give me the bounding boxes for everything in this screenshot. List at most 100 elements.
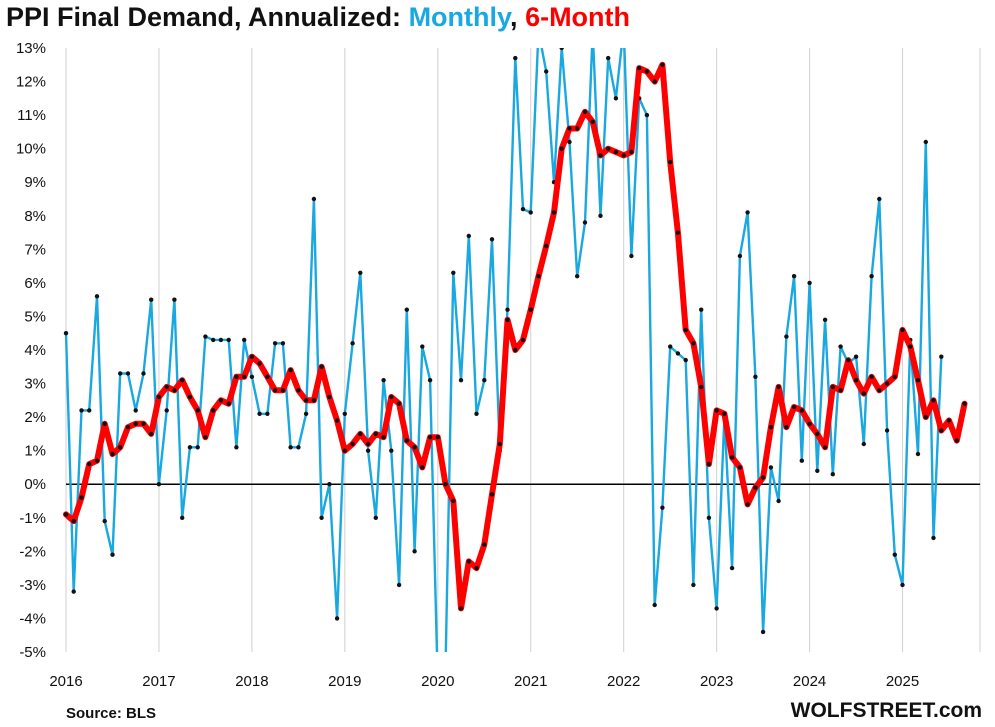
- point-sixmonth: [691, 341, 696, 346]
- y-tick: 0%: [24, 476, 46, 493]
- point-sixmonth: [853, 378, 859, 383]
- point-sixmonth: [226, 401, 231, 406]
- point-sixmonth: [513, 347, 518, 353]
- point-monthly: [567, 139, 572, 145]
- point-sixmonth: [644, 69, 650, 74]
- point-sixmonth: [334, 418, 340, 423]
- point-sixmonth: [729, 455, 735, 460]
- point-sixmonth: [753, 485, 758, 490]
- point-monthly: [768, 465, 774, 470]
- point-monthly: [358, 270, 363, 275]
- x-tick-2024: 2024: [793, 673, 826, 690]
- point-monthly: [234, 445, 239, 450]
- point-monthly: [226, 337, 231, 343]
- point-monthly: [404, 307, 409, 312]
- point-monthly: [466, 233, 471, 239]
- point-sixmonth: [939, 428, 944, 433]
- point-sixmonth: [776, 384, 781, 390]
- point-monthly: [474, 411, 479, 416]
- point-sixmonth: [389, 394, 394, 400]
- point-sixmonth: [474, 565, 479, 571]
- point-sixmonth: [915, 378, 921, 383]
- point-sixmonth: [838, 388, 843, 393]
- point-sixmonth: [931, 398, 936, 403]
- point-sixmonth: [102, 421, 107, 426]
- point-monthly: [815, 468, 820, 473]
- point-monthly: [807, 280, 812, 286]
- point-monthly: [915, 451, 921, 457]
- point-sixmonth: [582, 109, 588, 115]
- point-monthly: [544, 69, 549, 74]
- point-monthly: [877, 196, 882, 202]
- point-sixmonth: [683, 327, 688, 333]
- y-axis-ticks: -5% -4% -3% -2% -1% 0% 1% 2% 3% 4% 5% 6% 7% 8% 9% 10% 11…: [16, 40, 46, 661]
- y-tick: 13%: [16, 40, 46, 57]
- y-tick: -1%: [19, 510, 46, 527]
- point-sixmonth: [451, 498, 456, 504]
- point-monthly: [869, 274, 874, 279]
- x-tick-2018: 2018: [235, 673, 268, 690]
- point-sixmonth: [559, 146, 564, 151]
- point-monthly: [675, 351, 681, 356]
- point-sixmonth: [211, 408, 216, 413]
- point-sixmonth: [807, 421, 812, 426]
- point-monthly: [203, 334, 208, 339]
- point-monthly: [389, 448, 394, 453]
- y-tick: 9%: [24, 174, 46, 191]
- point-monthly: [668, 344, 673, 349]
- point-sixmonth: [443, 482, 448, 487]
- point-monthly: [303, 411, 309, 416]
- point-sixmonth: [497, 441, 502, 447]
- point-monthly: [613, 96, 619, 101]
- point-sixmonth: [164, 384, 169, 390]
- point-monthly: [149, 297, 154, 302]
- point-monthly: [79, 408, 84, 413]
- series-line-sixmonth: [63, 61, 968, 612]
- point-monthly: [745, 210, 750, 215]
- point-sixmonth: [234, 374, 239, 379]
- point-monthly: [242, 337, 247, 343]
- point-sixmonth: [342, 448, 347, 453]
- point-sixmonth: [598, 153, 603, 158]
- x-tick-2020: 2020: [421, 673, 454, 690]
- y-tick: 8%: [24, 208, 46, 225]
- point-sixmonth: [350, 441, 355, 447]
- point-sixmonth: [373, 431, 378, 437]
- point-monthly: [575, 274, 580, 279]
- point-sixmonth: [822, 445, 828, 450]
- point-sixmonth: [505, 317, 510, 322]
- point-sixmonth: [482, 542, 487, 547]
- point-sixmonth: [195, 408, 200, 413]
- y-tick: 5%: [24, 308, 46, 325]
- x-tick-2021: 2021: [514, 673, 547, 690]
- point-sixmonth: [784, 425, 789, 430]
- point-monthly: [706, 515, 712, 520]
- point-monthly: [319, 515, 324, 520]
- x-tick-2017: 2017: [142, 673, 175, 690]
- point-sixmonth: [652, 79, 657, 84]
- y-tick: 12%: [16, 74, 46, 91]
- point-sixmonth: [722, 411, 727, 416]
- point-monthly: [629, 253, 634, 259]
- point-monthly: [683, 357, 688, 363]
- point-sixmonth: [536, 274, 541, 279]
- point-sixmonth: [218, 398, 224, 403]
- title-sep: ,: [510, 2, 526, 32]
- point-sixmonth: [156, 394, 162, 400]
- point-sixmonth: [637, 65, 642, 71]
- point-monthly: [652, 602, 657, 608]
- point-monthly: [296, 445, 301, 450]
- point-monthly: [334, 616, 340, 621]
- x-tick-2022: 2022: [607, 673, 640, 690]
- point-sixmonth: [528, 307, 533, 312]
- point-sixmonth: [699, 384, 704, 390]
- point-monthly: [691, 582, 696, 588]
- point-sixmonth: [466, 559, 471, 564]
- point-monthly: [489, 237, 495, 242]
- point-sixmonth: [923, 414, 928, 420]
- point-sixmonth: [458, 606, 464, 611]
- point-monthly: [729, 565, 735, 571]
- x-tick-2023: 2023: [700, 673, 733, 690]
- y-tick: 7%: [24, 241, 46, 258]
